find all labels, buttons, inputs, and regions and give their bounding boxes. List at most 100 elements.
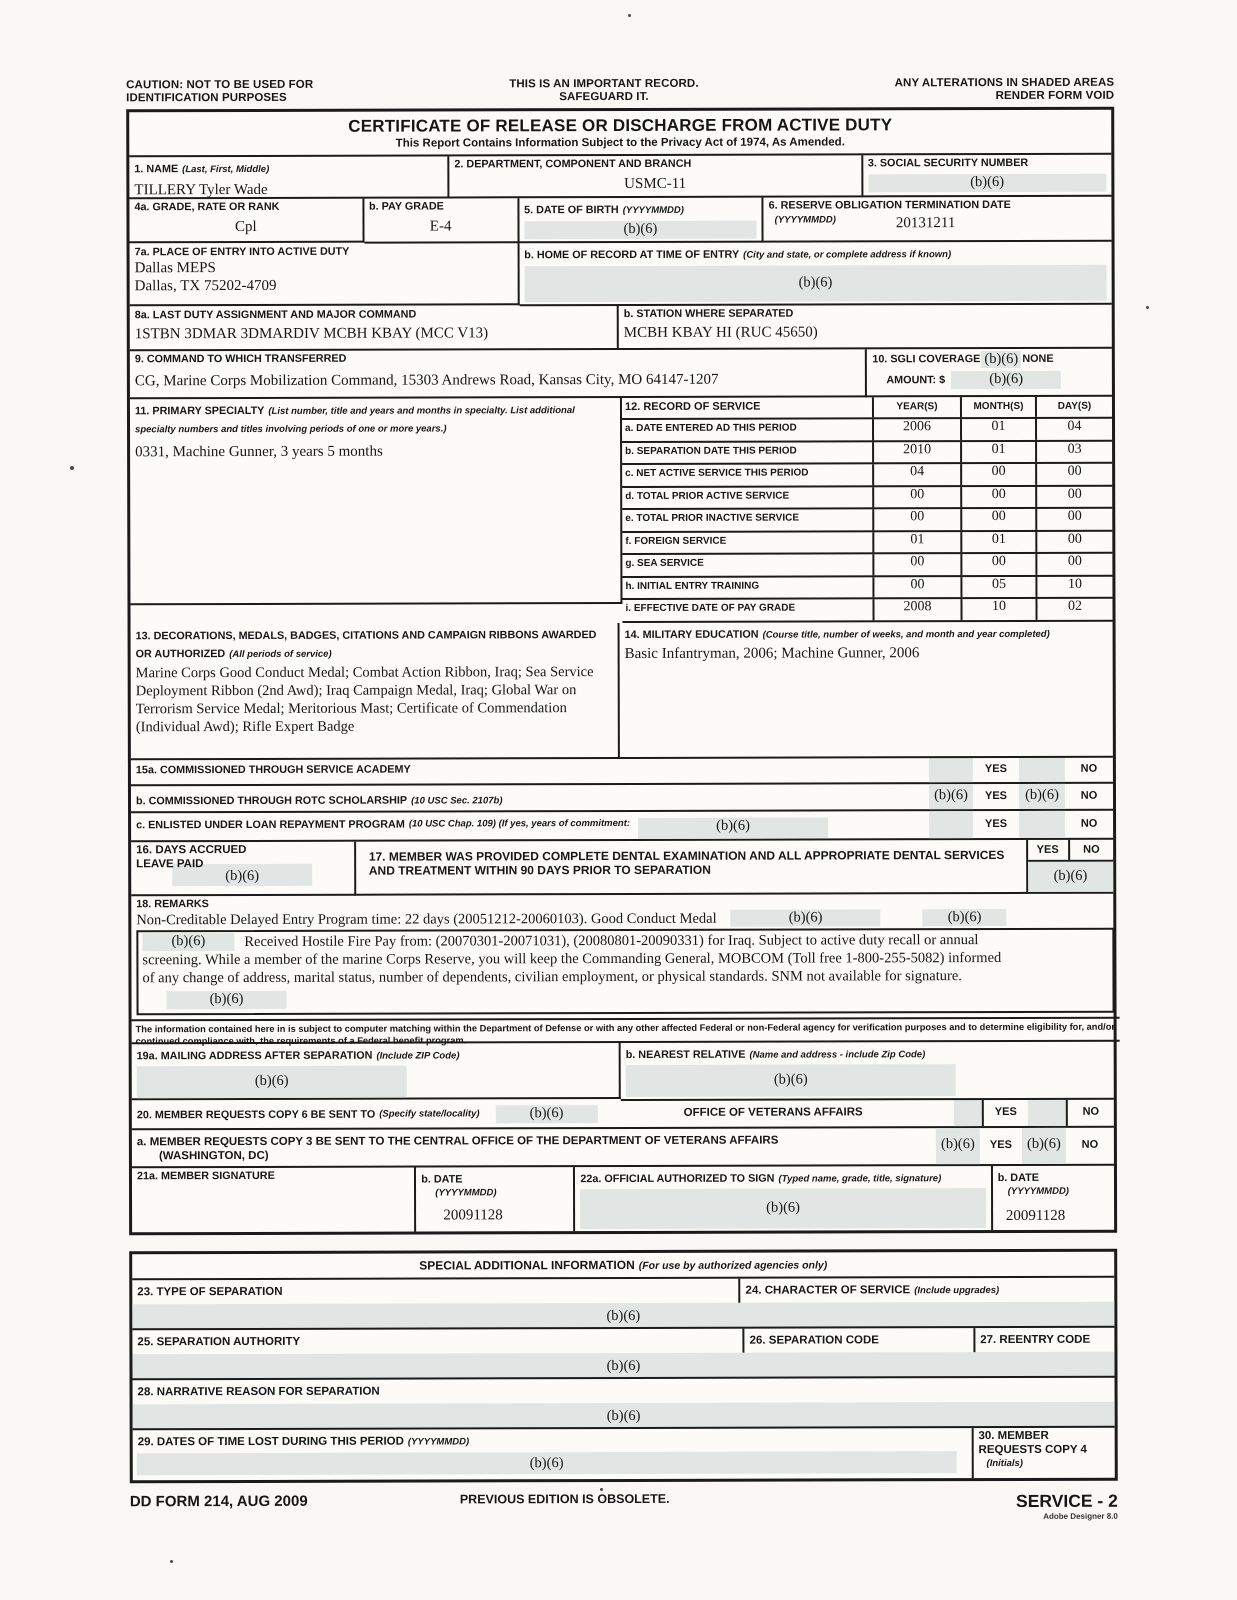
row-20: 20. MEMBER REQUESTS COPY 6 BE SENT TO (S… [131,1099,1114,1131]
field-narrative-reason: 28. NARRATIVE REASON FOR SEPARATION [133,1378,1115,1405]
footer-service-copy: SERVICE - 2 [1016,1490,1118,1511]
field-dental-no: NO [1083,843,1100,856]
field-dob-label: 5. DATE OF BIRTH [524,203,619,217]
field-command-transferred-value: CG, Marine Corps Mobilization Command, 1… [134,371,719,389]
field-copy3-yes: YES [989,1138,1012,1151]
row-7: 13. DECORATIONS, MEDALS, BADGES, CITATIO… [130,621,1113,761]
field-character-of-service-note: (Include upgrades) [914,1284,1000,1297]
field-15a-no-shade [1018,757,1065,782]
footer-designer-credit: Adobe Designer 8.0 [1043,1511,1118,1521]
redaction-text: (b)(6) [773,1071,808,1089]
field-copy6-redaction: (b)(6) [495,1105,598,1123]
field-copy6-value: OFFICE OF VETERANS AFFAIRS [683,1106,863,1119]
field-nearest-relative: b. NEAREST RELATIVE (Name and address - … [620,1041,1114,1101]
form-footer: DD FORM 214, AUG 2009 PREVIOUS EDITION I… [130,1491,1118,1524]
field-15b-no: NO [1080,789,1098,802]
remarks-line-3: screening. While a member of the marine … [142,949,1002,969]
service-row-year: 04 [874,464,963,486]
scan-speck [170,1560,173,1563]
row-2: 4a. GRADE, RATE OR RANK Cpl b. PAY GRADE… [129,196,1112,245]
field-mailing-address-redaction: (b)(6) [136,1065,407,1099]
remarks-line-2-redaction: (b)(6) [142,933,235,951]
field-grade-value: Cpl [234,218,257,235]
remarks-inner-box: (b)(6) Received Hostile Fire Pay from: (… [136,927,1115,1015]
field-official-sign-date-note: (YYYYMMDD) [1007,1185,1069,1197]
field-dental: 17. MEMBER WAS PROVIDED COMPLETE DENTAL … [355,839,1028,896]
service-row-year: 2010 [874,442,963,463]
service-row-day: 00 [1067,464,1082,480]
alter-line-1: ANY ALTERATIONS IN SHADED AREAS [894,76,1115,90]
service-row-label: c. NET ACTIVE SERVICE THIS PERIOD [622,464,875,486]
field-mailing-address-label: 19a. MAILING ADDRESS AFTER SEPARATION [136,1049,373,1063]
special-info-box: SPECIAL ADDITIONAL INFORMATION (For use … [129,1248,1118,1484]
field-days-accrued-leave: 16. DAYS ACCRUED LEAVE PAID (b)(6) [131,841,356,897]
field-paygrade-value: E-4 [429,218,452,235]
record-of-service-table: 12. RECORD OF SERVICE YEAR(S) MONTH(S) D… [621,396,1113,623]
field-sgli-amount-label: AMOUNT: $ [886,373,946,386]
service-row: g. SEA SERVICE 00 00 00 [622,554,1113,578]
field-military-education-value: Basic Infantryman, 2006; Machine Gunner,… [624,645,920,662]
field-15a-no: NO [1080,762,1098,775]
field-copy6-no-shade [1027,1099,1066,1126]
service-row-year: 00 [874,487,963,508]
field-grade: 4a. GRADE, RATE OR RANK Cpl [129,198,365,244]
field-separation-code: 26. SEPARATION CODE [744,1327,976,1353]
field-last-duty: 8a. LAST DUTY ASSIGNMENT AND MAJOR COMMA… [129,305,619,352]
service-row-label: h. INITIAL ENTRY TRAINING [622,577,875,599]
row-19: 19a. MAILING ADDRESS AFTER SEPARATION (I… [131,1041,1114,1103]
field-paygrade: b. PAY GRADE E-4 [364,198,520,244]
field-official-sign-date-value: 20091128 [1005,1208,1066,1225]
service-row-day: 04 [1067,419,1082,435]
field-character-of-service-label: 24. CHARACTER OF SERVICE [745,1284,911,1297]
caution-line-2: IDENTIFICATION PURPOSES [126,91,287,104]
scan-speck [600,1488,603,1491]
field-15b-yes: YES [984,789,1008,802]
field-mailing-address: 19a. MAILING ADDRESS AFTER SEPARATION (I… [131,1042,621,1101]
service-row-day: 00 [1067,554,1082,570]
service-row-day: 00 [1067,486,1082,502]
caution-note: CAUTION: NOT TO BE USED FOR IDENTIFICATI… [126,79,313,104]
field-copy3-wrap: a. MEMBER REQUESTS COPY 3 BE SENT TO THE… [132,1128,936,1166]
field-member-signature: 21a. MEMBER SIGNATURE [131,1167,417,1233]
service-row-month: 00 [962,554,1038,576]
service-title: 12. RECORD OF SERVICE [621,397,875,419]
row-5: 9. COMMAND TO WHICH TRANSFERRED CG, Mari… [129,348,1112,400]
service-row-month: 01 [962,531,1038,553]
service-row-year: 00 [874,509,963,531]
row-15a: 15a. COMMISSIONED THROUGH SERVICE ACADEM… [130,757,1113,787]
row-21-22: 21a. MEMBER SIGNATURE b. DATE (YYYYMMDD)… [131,1165,1114,1233]
field-copy6-label: 20. MEMBER REQUESTS COPY 6 BE SENT TO [136,1108,376,1121]
service-row: i. EFFECTIVE DATE OF PAY GRADE 2008 10 0… [622,599,1112,621]
field-15c-no: NO [1080,817,1098,830]
field-ssn: 3. SOCIAL SECURITY NUMBER (b)(6) [862,154,1112,198]
important-record-note: THIS IS AN IMPORTANT RECORD. SAFEGUARD I… [509,78,698,103]
field-15b-yes-redaction: (b)(6) [928,784,974,810]
field-place-of-entry-value1: Dallas MEPS [134,259,216,276]
service-row: e. TOTAL PRIOR INACTIVE SERVICE 00 00 00 [622,509,1113,533]
redaction-text: (b)(6) [1053,868,1088,885]
field-decorations-note: (All periods of service) [229,648,332,660]
service-row: f. FOREIGN SERVICE 01 01 00 [622,531,1113,556]
field-station-separated-label: b. STATION WHERE SEPARATED [623,307,794,320]
field-military-education-label: 14. MILITARY EDUCATION [624,628,759,641]
field-reentry-code-label: 27. REENTRY CODE [980,1333,1091,1346]
redaction-text: (b)(6) [798,274,833,291]
row-16-17: 16. DAYS ACCRUED LEAVE PAID (b)(6) 17. M… [131,839,1114,897]
field-home-of-record-label: b. HOME OF RECORD AT TIME OF ENTRY [524,248,740,262]
field-time-lost-label: 29. DATES OF TIME LOST DURING THIS PERIO… [137,1435,404,1449]
field-time-lost-redaction: (b)(6) [136,1451,957,1476]
field-sgli-label: 10. SGLI COVERAGE [872,353,981,366]
form-subtitle: This Report Contains Information Subject… [395,135,845,150]
field-official-sign: 22a. OFFICIAL AUTHORIZED TO SIGN (Typed … [575,1165,993,1232]
field-member-sign-date-value: 20091128 [443,1207,503,1224]
field-15c-yes-shade [929,811,974,839]
field-dental-label: 17. MEMBER WAS PROVIDED COMPLETE DENTAL … [368,847,1005,878]
field-military-education: 14. MILITARY EDUCATION (Course title, nu… [619,621,1113,759]
field-reserve-obligation-label: 6. RESERVE OBLIGATION TERMINATION DATE [768,198,1011,212]
field-decorations: 13. DECORATIONS, MEDALS, BADGES, CITATIO… [130,622,620,761]
field-copy4: 30. MEMBER REQUESTS COPY 4 (Initials) [973,1428,1114,1478]
field-copy3-no-redaction: (b)(6) [1021,1127,1066,1164]
field-time-lost-note: (YYYYMMDD) [407,1436,470,1448]
field-department-value: USMC-11 [624,175,687,192]
field-15b-note: (10 USC Sec. 2107b) [411,795,503,807]
